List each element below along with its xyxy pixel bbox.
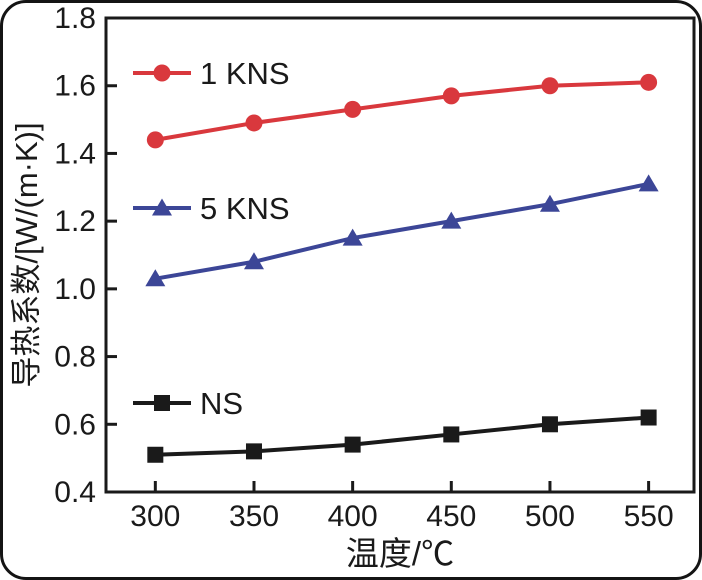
legend: 1 KNS 5 KNS NS (133, 56, 290, 421)
legend-marker-ns (154, 395, 170, 411)
y-tick-label: 1.8 (54, 3, 96, 35)
x-axis-title: 温度/℃ (346, 535, 454, 572)
plot-frame (104, 16, 696, 494)
y-tick-label: 0.8 (54, 341, 96, 374)
data-point-5-kns (145, 269, 166, 287)
data-series (145, 73, 659, 463)
tick-labels: 300 350 400 450 500 550 0.4 0.6 0.8 1.0 1.2 1.4 1.6 1… (54, 3, 673, 533)
y-tick-label: 1.6 (54, 70, 96, 103)
x-tick-label: 300 (130, 500, 180, 533)
data-point-5-kns (243, 252, 264, 270)
data-point-ns (541, 416, 558, 433)
legend-entry-1-kns: 1 KNS (133, 56, 290, 91)
series-line-1-kns (154, 80, 649, 142)
data-point-5-kns (342, 228, 363, 246)
data-point-ns (245, 443, 262, 460)
x-tick-label: 450 (426, 500, 476, 533)
y-tick-label: 0.4 (54, 476, 96, 509)
legend-marker-5-kns (152, 198, 172, 216)
chart-canvas: 300 350 400 450 500 550 0.4 0.6 0.8 1.0 1.2 1.4 1.6 1… (9, 3, 696, 572)
data-point-1-kns (541, 77, 559, 95)
data-point-5-kns (441, 211, 462, 229)
y-tick-label: 1.2 (54, 205, 96, 238)
legend-label-5-kns: 5 KNS (200, 191, 290, 226)
series-5-kns (145, 174, 659, 287)
x-tick-label: 500 (525, 500, 575, 533)
x-tick-label: 350 (229, 500, 279, 533)
data-point-1-kns (640, 73, 658, 91)
data-point-1-kns (245, 114, 263, 132)
data-point-ns (344, 436, 361, 453)
series-line-5-kns (154, 181, 650, 281)
legend-entry-5-kns: 5 KNS (133, 191, 290, 226)
series-line-ns (155, 415, 649, 457)
data-point-1-kns (442, 87, 460, 105)
plot-border (104, 16, 696, 494)
series-1-kns (146, 73, 658, 149)
legend-label-1-kns: 1 KNS (200, 56, 290, 91)
y-tick-label: 1.0 (54, 273, 96, 306)
series-ns (147, 409, 657, 463)
y-axis-title: 导热系数/[W/(m·K)] (9, 122, 44, 387)
x-tick-label: 400 (328, 500, 378, 533)
legend-entry-ns: NS (133, 386, 243, 421)
x-tick-label: 550 (624, 500, 674, 533)
data-point-ns (147, 446, 164, 463)
data-point-ns (443, 426, 460, 443)
legend-marker-1-kns (153, 64, 171, 82)
data-point-5-kns (539, 194, 560, 212)
data-point-5-kns (638, 174, 659, 192)
data-point-1-kns (344, 100, 362, 118)
y-tick-label: 1.4 (54, 137, 96, 170)
legend-label-ns: NS (200, 386, 243, 421)
y-tick-label: 0.6 (54, 408, 96, 441)
data-point-ns (640, 409, 657, 426)
axis-ticks (106, 16, 651, 494)
data-point-1-kns (146, 131, 164, 149)
